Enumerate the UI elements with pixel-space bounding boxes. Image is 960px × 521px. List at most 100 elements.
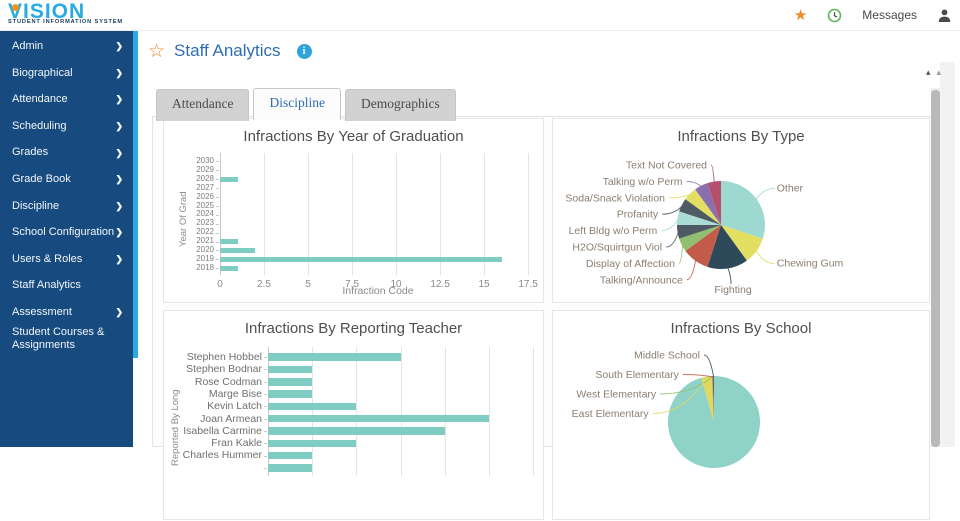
sidebar-item-student-courses-assignments[interactable]: Student Courses & Assignments — [0, 326, 133, 353]
tick-mark — [216, 232, 219, 234]
pie-leader-line — [662, 205, 684, 215]
tab-discipline[interactable]: Discipline — [253, 88, 341, 120]
tick-mark — [264, 369, 267, 371]
pie-label: West Elementary — [576, 389, 656, 401]
pie-slice — [707, 181, 721, 225]
sidebar-item-scheduling[interactable]: Scheduling ❯ — [0, 113, 133, 140]
chart-card-infractions-by-type: Infractions By Type Text Not Covered Talk… — [552, 118, 930, 303]
tick-mark — [264, 394, 267, 396]
pie-label: Display of Affection — [586, 258, 675, 270]
bar — [268, 390, 313, 398]
vision-logo[interactable]: VISION STUDENT INFORMATION SYSTEM — [8, 1, 123, 25]
favorite-star-icon[interactable]: ☆ — [148, 40, 166, 62]
pie-slice — [677, 225, 721, 239]
sidebar-item-grades[interactable]: Grades ❯ — [0, 139, 133, 166]
pie-slice — [701, 376, 714, 422]
pie-label: South Elementary — [595, 369, 679, 381]
sidebar-item-school-configuration[interactable]: School Configuration ❯ — [0, 219, 133, 246]
gridline — [356, 347, 358, 476]
bar — [268, 427, 445, 435]
sidebar-item-admin[interactable]: Admin ❯ — [0, 33, 133, 60]
category-label: Charles Hummer — [182, 449, 262, 462]
tick-mark — [264, 430, 267, 432]
pie-leader-line — [669, 194, 691, 199]
pie-chart: Text Not Covered Talking w/o Perm Soda/Sna… — [565, 160, 843, 297]
category-label: 2028 — [196, 173, 214, 183]
sidebar-item-staff-analytics[interactable]: Staff Analytics — [0, 272, 133, 299]
sidebar-nav: Admin ❯ Biographical ❯ Attendance ❯ Scheduling… — [0, 30, 133, 447]
scroll-up-icon[interactable]: ▴ — [926, 67, 931, 77]
tab-demographics[interactable]: Demographics — [344, 89, 456, 121]
bar — [220, 256, 502, 262]
tick-mark — [216, 170, 219, 172]
chevron-right-icon: ❯ — [115, 67, 123, 78]
plot-area: 2030 2029 2028 2027 2026 2025 2024 2023 2022 2021… — [196, 153, 538, 290]
tick-mark — [264, 381, 267, 383]
info-icon[interactable]: i — [296, 43, 312, 59]
tick-mark — [216, 161, 219, 163]
x-tick-label: 12.5 — [430, 278, 450, 290]
sidebar-item-discipline[interactable]: Discipline ❯ — [0, 193, 133, 220]
pie-slice — [679, 199, 721, 225]
scrollbar-thumb[interactable] — [931, 90, 940, 447]
pie-leader-line — [703, 354, 715, 378]
sidebar-item-label: Grade Book — [12, 172, 71, 185]
tick-mark — [216, 268, 219, 270]
tick-mark — [216, 214, 219, 216]
sidebar-item-assessment[interactable]: Assessment ❯ — [0, 299, 133, 326]
category-label: 2025 — [196, 200, 214, 210]
category-label: 2022 — [196, 227, 214, 237]
bar — [268, 365, 313, 374]
pie-slice — [707, 225, 747, 269]
pie-leader-line — [682, 374, 714, 378]
gridline — [528, 153, 530, 275]
tab-attendance[interactable]: Attendance — [156, 89, 250, 121]
category-label: Kevin Latch — [207, 400, 262, 413]
y-axis-label: Reported By Long — [170, 389, 181, 467]
bar — [268, 402, 357, 411]
favorites-star-icon[interactable]: ★ — [793, 6, 808, 24]
user-icon[interactable] — [937, 8, 952, 23]
pie-label: Fighting — [714, 284, 752, 296]
tick-mark — [216, 259, 219, 261]
plot-area: Stephen Hobbel Stephen Bodnar Rose Codman M… — [183, 347, 540, 476]
category-label: Stephen Hobbel — [186, 351, 262, 363]
chart-title: Infractions By Year of Graduation — [243, 128, 464, 145]
sidebar-item-label: Discipline — [12, 199, 60, 212]
category-label: 2027 — [196, 182, 214, 192]
tick-mark — [216, 179, 219, 181]
sidebar-item-users-roles[interactable]: Users & Roles ❯ — [0, 246, 133, 273]
bar — [268, 439, 357, 447]
x-tick-label: 7.5 — [345, 278, 359, 290]
gridline — [440, 153, 442, 275]
pie-label: Left Bldg w/o Perm — [569, 225, 658, 237]
category-label: Marge Bise — [208, 387, 262, 400]
pie-slice — [677, 211, 721, 225]
pie-slice — [721, 225, 763, 261]
sidebar-item-grade-book[interactable]: Grade Book ❯ — [0, 166, 133, 193]
sidebar-item-attendance[interactable]: Attendance ❯ — [0, 86, 133, 113]
gridline — [533, 347, 535, 476]
pie-leader-line — [660, 376, 713, 395]
tick-mark — [216, 223, 219, 225]
pie-leader-line — [755, 250, 775, 265]
sidebar-item-biographical[interactable]: Biographical ❯ — [0, 60, 133, 87]
bar — [220, 176, 238, 182]
clock-icon[interactable] — [827, 8, 842, 23]
analytics-tabs: Attendance Discipline Demographics — [156, 88, 456, 121]
sidebar-item-label: Student Courses & Assignments — [12, 326, 105, 351]
gridline — [352, 153, 354, 275]
x-tick-label: 5 — [305, 278, 311, 290]
gridline — [484, 153, 486, 275]
pie-leader-line — [686, 180, 702, 188]
pie-leader-line — [678, 244, 684, 264]
messages-link[interactable]: Messages — [862, 8, 917, 22]
gridline — [444, 347, 446, 476]
x-tick-label: 15 — [478, 278, 490, 290]
category-label: 2030 — [196, 156, 214, 165]
gridline — [308, 153, 310, 275]
scroll-down-icon[interactable]: ▴ — [936, 67, 942, 77]
x-tick-label: 17.5 — [518, 278, 538, 290]
sidebar-item-label: Admin — [12, 39, 44, 52]
sidebar-item-label: School Configuration — [12, 226, 115, 239]
